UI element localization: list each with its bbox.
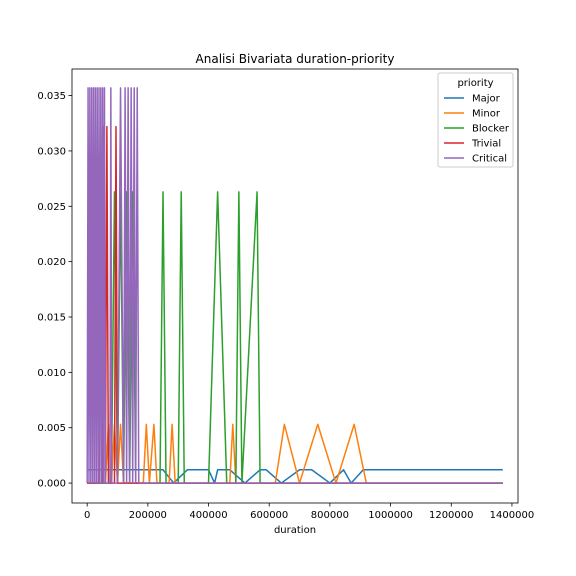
x-tick-label: 800000	[311, 510, 349, 521]
axes-frame	[71, 68, 519, 504]
legend-entries: Major Minor Blocker Trivial Critical	[444, 94, 510, 165]
series-line-critical	[86, 87, 503, 484]
y-tick-label: 0.005	[37, 423, 66, 434]
legend-label-trivial: Trivial	[471, 139, 501, 150]
y-tick-label: 0.030	[37, 146, 66, 157]
x-tick-label: 600000	[250, 510, 288, 521]
x-tick-label: 1000000	[368, 510, 413, 521]
x-tick-label: 1200000	[429, 510, 474, 521]
series-line-major	[87, 469, 503, 484]
y-tick-label: 0.015	[37, 313, 66, 324]
y-tick-label: 0.035	[37, 91, 66, 102]
x-tick-label: 200000	[129, 510, 167, 521]
chart-title: Analisi Bivariata duration-priority	[196, 52, 395, 66]
legend: priority Major Minor Blocker Trivial Critica…	[437, 72, 514, 168]
y-axis: 0.000 0.005 0.010 0.015 0.020 0.025 0.030 0.035	[37, 91, 72, 490]
x-tick-label: 0	[84, 510, 90, 521]
y-tick-label: 0.025	[37, 202, 66, 213]
y-tick-label: 0.000	[37, 479, 66, 490]
y-tick-label: 0.010	[37, 368, 66, 379]
legend-label-minor: Minor	[472, 109, 501, 120]
x-axis: 0 200000 400000 600000 800000 1000000 1200000 1…	[84, 503, 534, 521]
legend-title: priority	[457, 78, 493, 89]
x-tick-label: 1400000	[490, 510, 535, 521]
plot-area	[86, 87, 503, 484]
legend-label-critical: Critical	[472, 154, 507, 165]
x-tick-label: 400000	[189, 510, 227, 521]
y-tick-label: 0.020	[37, 257, 66, 268]
legend-label-major: Major	[472, 94, 501, 105]
legend-label-blocker: Blocker	[472, 124, 510, 135]
x-axis-label: duration	[274, 525, 316, 536]
